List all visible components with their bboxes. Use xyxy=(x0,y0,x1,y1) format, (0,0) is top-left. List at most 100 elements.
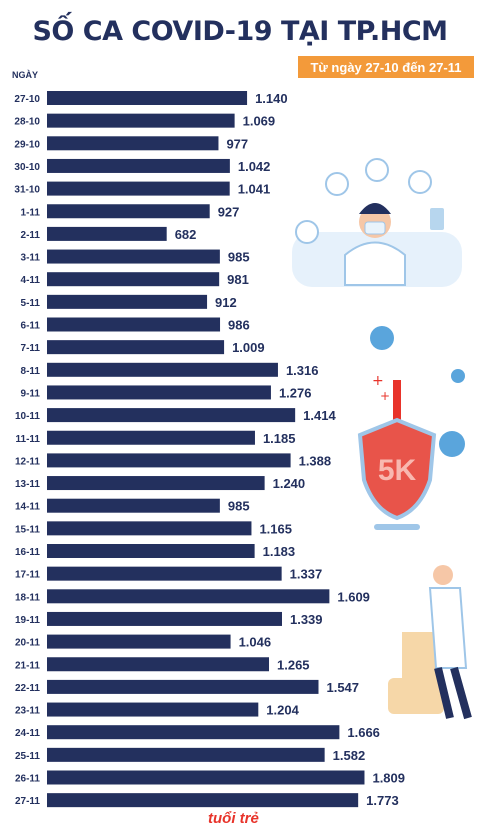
doctor-illustration xyxy=(292,158,462,287)
case-bar xyxy=(47,226,167,241)
case-bar xyxy=(47,657,270,672)
date-label: 8-11 xyxy=(21,366,41,377)
case-value-label: 1.339 xyxy=(290,612,323,627)
date-range-badge: Từ ngày 27-10 đến 27-11 xyxy=(298,56,474,78)
case-bar xyxy=(47,249,220,264)
case-value-label: 912 xyxy=(215,295,237,310)
case-bar xyxy=(47,793,359,808)
date-label: 10-11 xyxy=(15,411,40,422)
case-bar xyxy=(47,725,340,740)
case-value-label: 977 xyxy=(226,136,248,151)
date-label: 6-11 xyxy=(21,321,41,332)
date-label: 27-10 xyxy=(14,94,40,105)
case-bar xyxy=(47,317,221,332)
pharmacist-illustration xyxy=(388,565,472,720)
date-label: 7-11 xyxy=(21,343,41,354)
case-bar xyxy=(47,498,220,513)
svg-text:+: + xyxy=(372,373,384,389)
case-bar xyxy=(47,476,265,491)
case-bar xyxy=(47,770,365,785)
case-value-label: 1.547 xyxy=(326,680,359,695)
date-label: 16-11 xyxy=(15,547,40,558)
date-label: 2-11 xyxy=(21,230,41,241)
date-label: 20-11 xyxy=(15,638,40,649)
date-label: 11-11 xyxy=(16,434,41,445)
case-value-label: 1.609 xyxy=(337,589,370,604)
case-bar xyxy=(47,340,225,355)
svg-text:+: + xyxy=(380,389,390,403)
case-bar xyxy=(47,544,255,558)
case-value-label: 985 xyxy=(228,499,250,514)
vaccine-shield-icon: 5K + + xyxy=(357,373,437,530)
case-value-label: 1.316 xyxy=(286,363,319,378)
case-value-label: 986 xyxy=(228,318,250,333)
case-bar xyxy=(47,113,235,128)
case-value-label: 1.809 xyxy=(372,771,405,786)
case-value-label: 1.414 xyxy=(303,408,336,423)
date-label: 9-11 xyxy=(21,388,41,399)
case-bar xyxy=(47,611,282,626)
case-value-label: 1.046 xyxy=(239,635,272,650)
case-value-label: 985 xyxy=(228,250,250,265)
date-label: 14-11 xyxy=(15,502,40,513)
case-bar xyxy=(47,566,282,581)
case-bar xyxy=(47,294,208,309)
virus-icon xyxy=(370,326,465,457)
case-value-label: 1.041 xyxy=(238,182,271,197)
date-label: 4-11 xyxy=(21,275,41,286)
date-label: 24-11 xyxy=(15,728,40,739)
case-value-label: 1.265 xyxy=(277,657,310,672)
date-label: 17-11 xyxy=(15,570,40,581)
case-value-label: 1.165 xyxy=(259,521,292,536)
case-bar xyxy=(47,747,325,762)
case-value-label: 1.183 xyxy=(263,544,296,559)
case-bar xyxy=(47,91,248,105)
date-label: 27-11 xyxy=(15,796,40,807)
case-value-label: 1.388 xyxy=(299,453,332,468)
case-bar xyxy=(47,362,278,377)
case-bar xyxy=(47,430,255,445)
tuoi-tre-logo: tuổi trẻ xyxy=(208,810,259,827)
date-label: 18-11 xyxy=(15,592,40,603)
date-label: 1-11 xyxy=(21,207,41,218)
date-label: 25-11 xyxy=(15,751,40,762)
date-label: 5-11 xyxy=(21,298,41,309)
date-label: 15-11 xyxy=(15,524,40,535)
case-bar xyxy=(47,408,296,423)
svg-text:5K: 5K xyxy=(378,454,417,487)
case-bar xyxy=(47,702,259,717)
chart-title: SỐ CA COVID-19 TẠI TP.HCM xyxy=(32,16,448,47)
case-value-label: 1.582 xyxy=(333,748,366,763)
date-label: 31-10 xyxy=(14,185,40,196)
case-value-label: 1.069 xyxy=(243,114,276,129)
case-value-label: 1.337 xyxy=(290,567,323,582)
case-bar xyxy=(47,521,252,536)
case-bar xyxy=(47,453,291,468)
case-value-label: 1.204 xyxy=(266,703,299,718)
case-value-label: 1.773 xyxy=(366,793,399,808)
case-bar xyxy=(47,385,271,400)
case-bar xyxy=(47,272,220,287)
date-label: 22-11 xyxy=(15,683,40,694)
case-bar xyxy=(47,679,319,694)
case-value-label: 1.009 xyxy=(232,340,265,355)
date-label: 30-10 xyxy=(14,162,40,173)
case-bar xyxy=(47,634,231,649)
date-label: 23-11 xyxy=(15,706,40,717)
date-label: 26-11 xyxy=(15,774,40,785)
case-value-label: 1.276 xyxy=(279,385,312,400)
date-label: 29-10 xyxy=(14,139,40,150)
case-value-label: 1.140 xyxy=(255,91,288,106)
date-column-header: NGÀY xyxy=(12,70,39,80)
case-value-label: 1.240 xyxy=(273,476,306,491)
case-value-label: 981 xyxy=(227,272,249,287)
case-bar xyxy=(47,181,230,196)
date-label: 3-11 xyxy=(21,253,41,264)
case-bar xyxy=(47,158,230,173)
date-label: 28-10 xyxy=(14,117,40,128)
date-label: 21-11 xyxy=(15,660,40,671)
case-bar xyxy=(47,204,210,219)
case-bar xyxy=(47,136,219,151)
date-label: 13-11 xyxy=(15,479,40,490)
